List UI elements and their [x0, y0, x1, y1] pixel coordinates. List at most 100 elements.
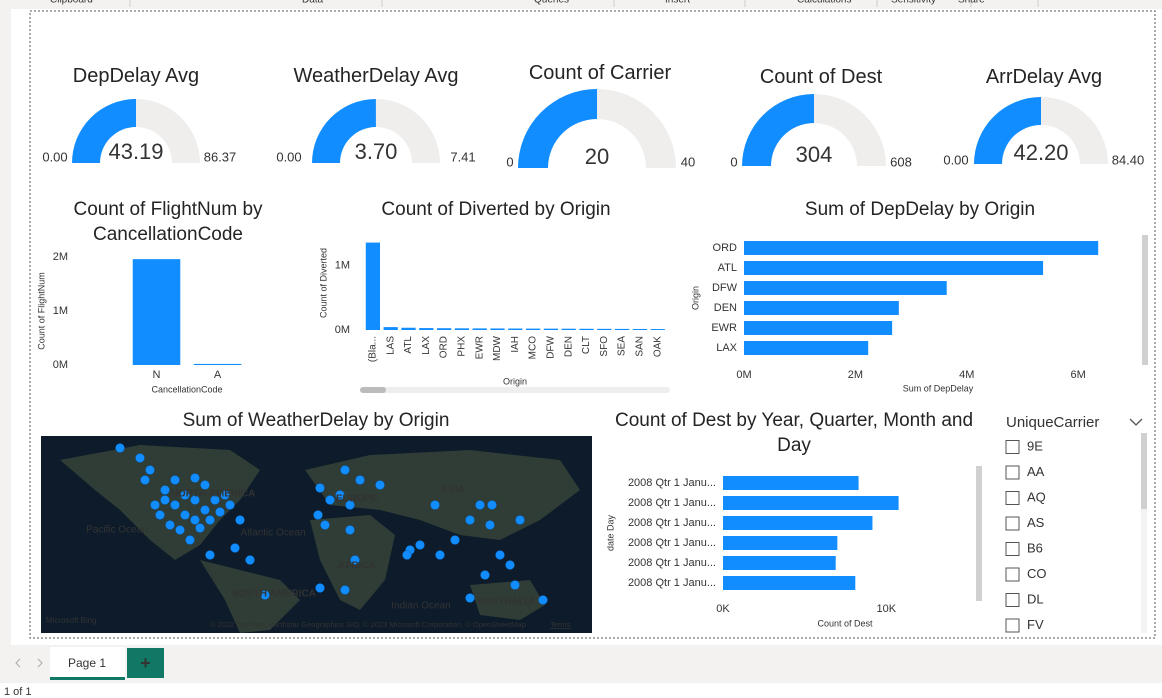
map-point	[415, 540, 425, 550]
map-point	[220, 490, 230, 500]
bar	[490, 328, 505, 330]
map-point	[450, 535, 460, 545]
ribbon-group-label: Clipboard	[50, 0, 93, 6]
y-tick-label: EWR	[711, 322, 737, 334]
map-point	[345, 500, 355, 510]
map-point	[465, 515, 475, 525]
add-page-label[interactable]: +	[140, 653, 151, 673]
map-point	[160, 495, 170, 505]
scrollbar-thumb[interactable]	[1141, 433, 1147, 509]
bar	[744, 341, 869, 355]
y-tick-label: LAX	[716, 342, 737, 354]
tab-bar	[0, 645, 1162, 683]
scrollbar-thumb[interactable]	[1142, 235, 1148, 365]
y-axis-title: Origin	[690, 286, 700, 310]
bar	[597, 328, 612, 330]
slicer-checkbox[interactable]	[1005, 440, 1020, 454]
bar	[383, 327, 398, 330]
slicer-item[interactable]: AQ	[1027, 489, 1046, 504]
map-point	[175, 525, 185, 535]
x-axis-title: Sum of DepDelay	[903, 383, 974, 393]
gauge-value: 43.19	[108, 139, 163, 164]
y-tick-label: 0M	[335, 324, 350, 336]
map-point	[165, 520, 175, 530]
page-tab[interactable]	[50, 647, 125, 680]
x-tick-label: SFO	[599, 336, 610, 357]
map-point	[185, 535, 195, 545]
map-point	[345, 525, 355, 535]
x-tick-label: LAS	[385, 336, 396, 355]
left-pane	[0, 9, 11, 645]
slicer-checkbox[interactable]	[1005, 618, 1020, 633]
slicer-checkbox[interactable]	[1005, 542, 1020, 556]
slicer-checkbox[interactable]	[1005, 491, 1020, 505]
y-tick-label: ORD	[713, 242, 738, 254]
map-point	[487, 500, 497, 510]
map-point	[210, 495, 220, 505]
map-point	[350, 555, 360, 565]
y-tick-label: 2008 Qtr 1 Janu...	[628, 537, 716, 549]
gauge-tick-label: 7.41	[450, 149, 475, 164]
tab-nav-prev[interactable]	[15, 658, 21, 668]
map-land	[60, 445, 580, 633]
bar	[744, 281, 947, 295]
slicer-item[interactable]: CO	[1027, 566, 1047, 581]
map-label: NORTH AMERICA	[171, 489, 256, 500]
map-point	[145, 465, 155, 475]
slicer-title: UniqueCarrier	[1006, 414, 1099, 431]
x-tick-label: 10K	[877, 603, 897, 615]
gauge-fill	[312, 99, 376, 163]
slicer-item[interactable]: AA	[1027, 464, 1045, 479]
bar	[508, 328, 523, 330]
map-point	[325, 495, 335, 505]
slicer-chevron[interactable]	[1129, 418, 1143, 426]
x-tick-label: DEN	[563, 336, 574, 357]
bar	[419, 328, 434, 330]
gauge-tick-label: 86.37	[204, 149, 237, 164]
chart-title: Count of Dest by Year, Quarter, Month an…	[614, 410, 974, 456]
x-tick-label: LAX	[421, 336, 432, 355]
y-axis-title: Count of Diverted	[318, 248, 328, 318]
slicer-item[interactable]: AS	[1027, 515, 1045, 530]
page-tab-underline	[50, 677, 125, 680]
slicer-checkbox[interactable]	[1005, 516, 1020, 531]
slicer-checkbox[interactable]	[1005, 465, 1020, 480]
x-tick-label: 0K	[716, 603, 730, 615]
x-tick-label: N	[153, 369, 161, 381]
add-page-button[interactable]	[127, 648, 164, 678]
tab-nav-next[interactable]	[37, 658, 43, 668]
slicer-checkbox[interactable]	[1005, 593, 1020, 607]
page-tab-label[interactable]: Page 1	[68, 656, 106, 670]
bar	[561, 328, 576, 330]
scrollbar-thumb[interactable]	[976, 466, 982, 601]
bar	[723, 576, 856, 590]
slicer-checkbox[interactable]	[1005, 567, 1020, 582]
slicer-item[interactable]: FV	[1027, 617, 1044, 632]
x-tick-label: EWR	[474, 336, 485, 359]
map-point	[480, 570, 490, 580]
map-point	[245, 555, 255, 565]
slicer-item[interactable]: B6	[1027, 540, 1043, 555]
map-point	[170, 475, 180, 485]
bar	[723, 516, 873, 530]
map-label: AUSTRALIA	[477, 597, 535, 608]
slicer-item[interactable]: 9E	[1027, 438, 1043, 453]
map-point	[150, 500, 160, 510]
gauge-tick-label: 0	[506, 154, 513, 169]
gauge-value: 42.20	[1013, 140, 1068, 165]
map-point	[235, 515, 245, 525]
gauge-title: DepDelay Avg	[72, 65, 200, 87]
gauge-tick-label: 608	[890, 154, 912, 169]
map-point	[260, 590, 270, 600]
map-terms[interactable]: Terms	[550, 620, 571, 629]
slicer-item[interactable]: DL	[1027, 591, 1044, 606]
scrollbar-thumb[interactable]	[360, 387, 386, 393]
scrollbar-track	[1141, 433, 1147, 633]
scrollbar-track	[360, 387, 670, 393]
bar	[614, 328, 630, 330]
x-axis-title: CancellationCode	[151, 384, 222, 394]
x-tick-label: DFW	[546, 335, 557, 358]
map-point	[355, 475, 365, 485]
gauge-tick-label: 40	[681, 154, 695, 169]
